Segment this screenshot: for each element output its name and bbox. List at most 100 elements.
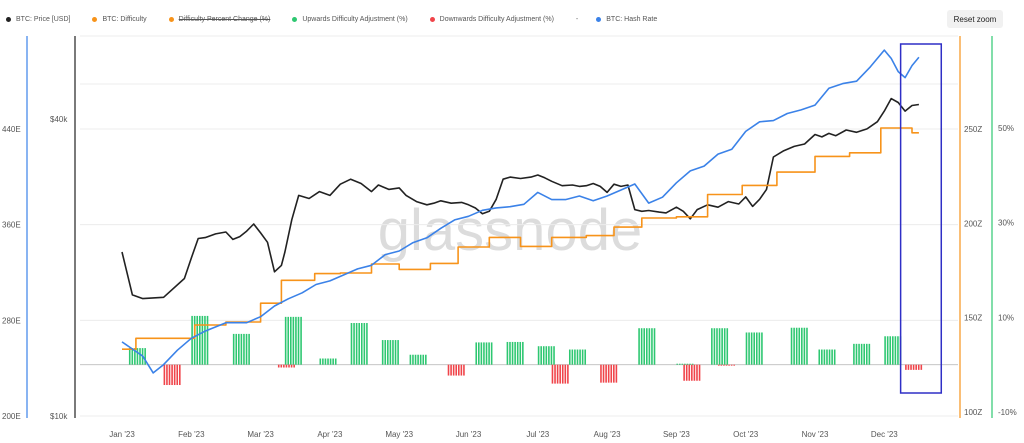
bar-segment: [790, 327, 793, 365]
bar-segment: [248, 333, 250, 365]
legend-item[interactable]: Upwards Difficulty Adjustment (%): [292, 16, 408, 23]
bar-segment: [537, 346, 540, 365]
bar-segment: [240, 333, 243, 365]
bar-segment: [915, 364, 917, 370]
bar-segment: [332, 358, 334, 365]
bar-segment: [463, 364, 465, 376]
bar-segment: [574, 349, 576, 365]
bar-segment: [168, 364, 171, 386]
bar-segment: [643, 328, 646, 365]
bar-segment: [414, 354, 417, 365]
bar: [790, 327, 808, 365]
bar-segment: [243, 333, 245, 365]
bar: [683, 364, 701, 381]
bar-segment: [723, 364, 725, 366]
bar-segment: [753, 332, 756, 365]
reset-zoom-button[interactable]: Reset zoom: [947, 10, 1003, 28]
bar-segment: [568, 349, 571, 365]
bar-segment: [905, 364, 907, 370]
bar-segment: [717, 364, 720, 366]
bar-segment: [693, 364, 696, 381]
bar-segment: [718, 328, 721, 365]
bar-segment: [745, 332, 748, 365]
bar-segment: [506, 341, 509, 365]
bar-segment: [689, 363, 691, 365]
bar-segment: [721, 328, 723, 365]
bar-segment: [166, 364, 168, 386]
bar-segment: [285, 364, 288, 368]
bar-segment: [509, 341, 511, 365]
difficulty-tick-label: 200Z: [964, 219, 982, 228]
legend-dot-icon: [596, 16, 602, 22]
bar-segment: [648, 328, 651, 365]
bar-segment: [640, 328, 643, 365]
bar-segment: [480, 342, 483, 365]
legend-dot-icon: [429, 16, 435, 22]
bar-segment: [889, 336, 892, 365]
bar-segment: [199, 315, 201, 365]
bar-segment: [683, 364, 685, 381]
difficulty-tick-label: 100Z: [964, 408, 982, 417]
bar-segment: [139, 348, 141, 365]
hash-rate-tick-label: 280E: [2, 316, 21, 325]
bar-segment: [363, 323, 366, 365]
bar-segment: [350, 323, 353, 365]
bar-segment: [542, 346, 545, 365]
bar-segment: [823, 349, 826, 365]
bar-segment: [131, 348, 134, 365]
bar-segment: [163, 364, 166, 386]
percent-tick-label: 10%: [998, 313, 1014, 322]
bar-segment: [419, 354, 422, 365]
bar-segment: [297, 316, 300, 365]
bar-segment: [204, 315, 206, 365]
bar-segment: [613, 364, 615, 383]
bar-segment: [360, 323, 363, 365]
bar-segment: [179, 364, 181, 386]
x-tick-label: Oct '23: [733, 430, 759, 439]
bar-segment: [610, 364, 613, 383]
bar-segment: [485, 342, 488, 365]
x-tick-label: Jun '23: [456, 430, 482, 439]
bar: [884, 336, 902, 365]
bar-segment: [329, 358, 332, 365]
bar-segment: [201, 315, 204, 365]
bar-segment: [235, 333, 238, 365]
bar-segment: [389, 340, 392, 365]
bar-segment: [681, 363, 684, 365]
legend-item[interactable]: BTC: Hash Rate: [596, 16, 657, 23]
bar-segment: [728, 364, 730, 366]
bar-segment: [584, 349, 587, 365]
bar-segment: [397, 340, 399, 365]
x-tick-label: Apr '23: [317, 430, 343, 439]
bar-segment: [319, 358, 322, 365]
price-tick-label: $10k: [50, 412, 68, 421]
difficulty-tick-label: 250Z: [964, 125, 982, 134]
percent-tick-label: 30%: [998, 219, 1014, 228]
bar: [711, 328, 729, 365]
bar-segment: [232, 333, 235, 365]
bar-segment: [638, 328, 640, 365]
legend-item[interactable]: Difficulty Percent Change (%): [168, 16, 270, 23]
bar: [381, 340, 399, 365]
bar-segment: [576, 349, 579, 365]
legend-item[interactable]: BTC: Price [USD]: [6, 16, 70, 23]
legend-dot-icon: [6, 16, 11, 22]
legend-item[interactable]: BTC: Difficulty: [92, 16, 147, 23]
legend-item[interactable]: Downwards Difficulty Adjustment (%): [429, 15, 554, 23]
bar-segment: [295, 316, 297, 365]
bar: [277, 364, 295, 368]
bar-segment: [488, 342, 490, 365]
bar-segment: [855, 343, 858, 365]
bar: [537, 346, 555, 365]
bar: [745, 332, 763, 365]
legend: BTC: Price [USD] BTC: Difficulty Difficult…: [6, 12, 679, 26]
legend-label: Downwards Difficulty Adjustment (%): [439, 15, 554, 23]
bar-segment: [460, 364, 463, 376]
legend-dot-icon: [292, 16, 298, 22]
bar-segment: [425, 354, 427, 365]
bar-segment: [711, 328, 713, 365]
bar-segment: [863, 343, 865, 365]
bar-segment: [136, 348, 139, 365]
bar-segment: [833, 349, 836, 365]
